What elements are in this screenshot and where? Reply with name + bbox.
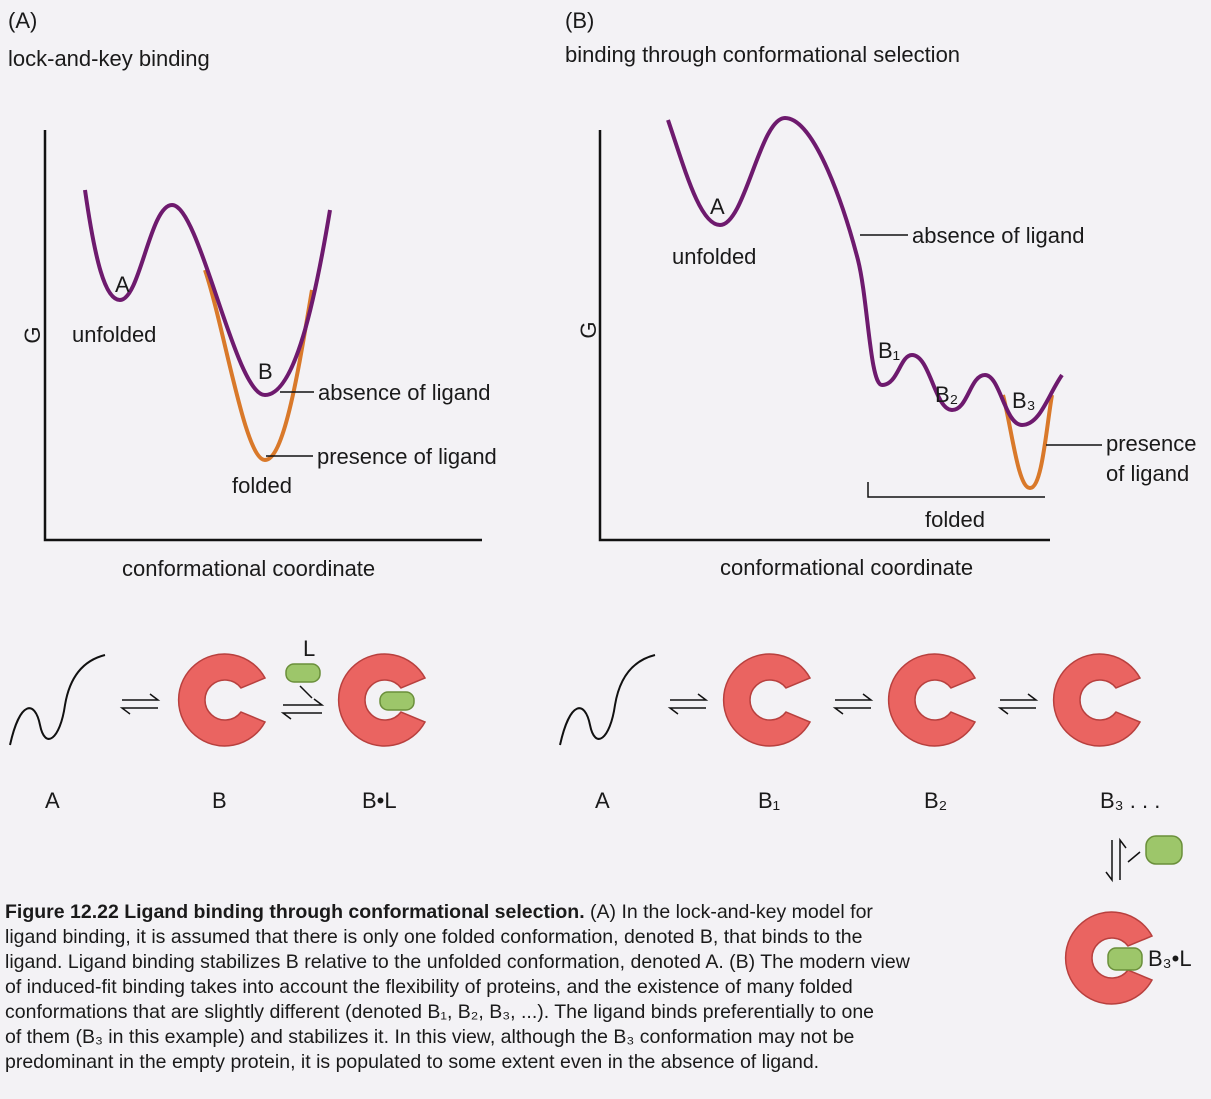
curve-label: absence of ligand <box>912 223 1084 248</box>
equilibrium-arrow <box>835 694 871 714</box>
caption-line: of induced-fit binding takes into accoun… <box>5 976 853 998</box>
state-label: unfolded <box>72 322 156 347</box>
caption-line: ligand binding, it is assumed that there… <box>5 926 862 948</box>
caption-line: Figure 12.22 Ligand binding through conf… <box>5 901 873 923</box>
absence-curve <box>668 118 1062 425</box>
species-label: A <box>595 788 610 813</box>
curve-label: of ligand <box>1106 461 1189 486</box>
unfolded-chain <box>10 655 105 745</box>
caption-line: conformations that are slightly differen… <box>5 1001 874 1023</box>
panel-label: (B) <box>565 8 594 33</box>
caption: Figure 12.22 Ligand binding through conf… <box>5 901 911 1073</box>
equilibrium-arrow <box>283 686 322 719</box>
state-label: A <box>115 272 130 297</box>
state-label: B <box>258 359 273 384</box>
caption-line: ligand. Ligand binding stabilizes B rela… <box>5 951 911 973</box>
ligand-label: L <box>303 636 315 661</box>
curve-label: absence of ligand <box>318 380 490 405</box>
state-label: folded <box>925 507 985 532</box>
ligand <box>1146 836 1182 864</box>
species-label: B <box>212 788 227 813</box>
state-label: B₂ <box>935 382 958 407</box>
ligand <box>1108 948 1142 970</box>
caption-line: predominant in the empty protein, it is … <box>5 1051 819 1073</box>
species-label: B₁ <box>758 788 780 813</box>
panel-title: binding through conformational selection <box>565 42 960 67</box>
species-label: B•L <box>362 788 397 813</box>
caption-line: of them (B₃ in this example) and stabili… <box>5 1026 854 1048</box>
protein <box>724 654 810 746</box>
equilibrium-arrow <box>1106 840 1140 880</box>
state-label: unfolded <box>672 244 756 269</box>
x-axis-label: conformational coordinate <box>122 556 375 581</box>
curve-label: presence <box>1106 431 1197 456</box>
species-label: A <box>45 788 60 813</box>
protein <box>889 654 975 746</box>
equilibrium-arrow <box>670 694 706 714</box>
caption-text: (A) In the lock-and-key model for <box>585 901 874 923</box>
unfolded-chain <box>560 655 655 745</box>
state-label: B₃ <box>1012 388 1036 413</box>
equilibrium-arrow <box>122 694 158 714</box>
y-axis-label: G <box>20 326 45 343</box>
protein <box>179 654 265 746</box>
axes <box>600 130 1050 540</box>
panel-a: (A) lock-and-key binding G A unfolded B … <box>8 8 497 581</box>
state-label: A <box>710 194 725 219</box>
curve-label: presence of ligand <box>317 444 497 469</box>
figure: (A) lock-and-key binding G A unfolded B … <box>0 0 1211 1094</box>
ligand <box>380 692 414 710</box>
x-axis-label: conformational coordinate <box>720 555 973 580</box>
panel-label: (A) <box>8 8 37 33</box>
panel-b: (B) binding through conformational selec… <box>565 8 1197 580</box>
equilibrium-arrow <box>1000 694 1036 714</box>
species-label: B₂ <box>924 788 947 813</box>
y-axis-label: G <box>576 321 601 338</box>
panel-title: lock-and-key binding <box>8 46 210 71</box>
scheme-a: L A B B•L <box>10 636 425 813</box>
protein <box>1054 654 1140 746</box>
state-label: B₁ <box>878 338 900 363</box>
species-label: B₃ . . . <box>1100 788 1160 813</box>
bracket <box>868 482 1045 497</box>
caption-title: Figure 12.22 Ligand binding through conf… <box>5 901 585 923</box>
state-label: folded <box>232 473 292 498</box>
ligand <box>286 664 320 682</box>
species-label: B₃•L <box>1148 946 1192 971</box>
